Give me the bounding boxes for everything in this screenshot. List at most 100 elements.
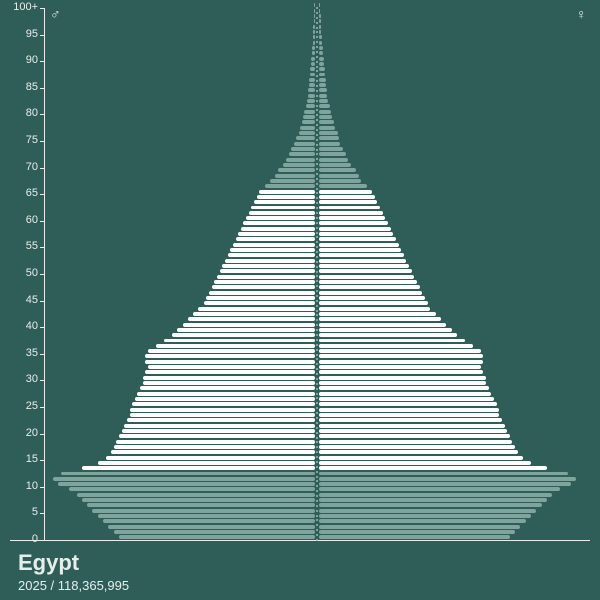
female-bar	[319, 51, 323, 55]
female-bar	[319, 285, 420, 289]
center-line-dot	[316, 388, 318, 390]
y-tick	[40, 221, 44, 222]
y-tick	[40, 168, 44, 169]
male-bar	[172, 333, 315, 337]
y-tick	[40, 114, 44, 115]
center-line-dot	[316, 31, 318, 33]
female-bar	[319, 41, 322, 45]
female-bar	[319, 131, 338, 135]
center-line-dot	[316, 212, 318, 214]
male-bar	[148, 349, 315, 353]
female-bar	[319, 280, 417, 284]
center-line-dot	[316, 266, 318, 268]
center-line-dot	[316, 251, 318, 253]
female-bar	[319, 152, 346, 156]
male-bar	[206, 296, 315, 300]
female-bar	[319, 211, 383, 215]
male-bar	[98, 461, 315, 465]
male-bar	[193, 312, 315, 316]
male-bar	[312, 51, 315, 55]
center-line-dot	[316, 173, 318, 175]
male-bar	[135, 397, 315, 401]
y-tick	[40, 88, 44, 89]
male-bar	[311, 57, 315, 61]
female-bar	[319, 94, 327, 98]
center-line-dot	[316, 451, 318, 453]
center-line-dot	[316, 490, 318, 492]
center-line-dot	[316, 139, 318, 141]
female-bar	[319, 206, 380, 210]
female-bar	[319, 120, 334, 124]
y-tick-label: 5	[4, 506, 38, 518]
female-bar	[319, 83, 326, 87]
year: 2025	[18, 578, 47, 593]
male-bar	[238, 232, 315, 236]
y-tick	[40, 141, 44, 142]
center-line-dot	[316, 22, 318, 24]
female-bar	[319, 344, 473, 348]
center-line-dot	[316, 227, 318, 229]
center-line-dot	[316, 329, 318, 331]
female-bar	[319, 477, 576, 481]
center-line-dot	[316, 285, 318, 287]
y-tick-label: 70	[4, 161, 38, 173]
female-bar	[319, 339, 465, 343]
male-bar	[313, 41, 315, 45]
center-line-dot	[316, 236, 318, 238]
y-tick	[40, 513, 44, 514]
y-tick	[40, 274, 44, 275]
male-bar	[143, 376, 315, 380]
male-bar	[304, 110, 315, 114]
center-line-dot	[316, 363, 318, 365]
male-bar	[127, 418, 315, 422]
female-bar	[319, 365, 481, 369]
center-line-dot	[316, 66, 318, 68]
y-tick-label: 20	[4, 427, 38, 439]
female-bar	[319, 253, 404, 257]
female-bar	[319, 99, 328, 103]
y-tick-label: 80	[4, 107, 38, 119]
center-line-dot	[316, 192, 318, 194]
female-bar	[319, 503, 542, 507]
female-bar	[319, 312, 436, 316]
center-line-dot	[316, 324, 318, 326]
male-bar	[61, 472, 315, 476]
y-tick-label: 75	[4, 134, 38, 146]
male-bar	[156, 344, 315, 348]
male-bar	[291, 147, 315, 151]
center-line-dot	[316, 407, 318, 409]
male-bar	[164, 339, 315, 343]
center-line-dot	[316, 422, 318, 424]
female-bar	[319, 301, 428, 305]
y-tick-label: 40	[4, 320, 38, 332]
center-line-dot	[316, 305, 318, 307]
male-bar	[145, 370, 315, 374]
male-bar	[220, 269, 315, 273]
female-bar	[319, 440, 512, 444]
male-bar	[314, 9, 315, 13]
female-bar	[319, 174, 359, 178]
center-line-dot	[316, 427, 318, 429]
male-bar	[130, 413, 316, 417]
female-bar	[319, 328, 452, 332]
male-bar	[309, 83, 315, 87]
center-line-dot	[316, 539, 318, 541]
female-bar	[319, 179, 361, 183]
center-line-dot	[316, 197, 318, 199]
y-tick	[40, 61, 44, 62]
center-line-dot	[316, 344, 318, 346]
female-bar	[319, 376, 486, 380]
female-bar	[319, 354, 483, 358]
male-bar	[148, 365, 315, 369]
center-line-dot	[316, 461, 318, 463]
male-bar	[313, 35, 315, 39]
male-bar	[119, 434, 315, 438]
center-line-dot	[316, 334, 318, 336]
center-line-dot	[316, 109, 318, 111]
chart-footer: Egypt2025 / 118,365,995	[18, 550, 129, 593]
center-line-dot	[316, 46, 318, 48]
center-line-dot	[316, 144, 318, 146]
y-tick-label: 35	[4, 347, 38, 359]
center-line-dot	[316, 368, 318, 370]
female-bar	[319, 142, 340, 146]
